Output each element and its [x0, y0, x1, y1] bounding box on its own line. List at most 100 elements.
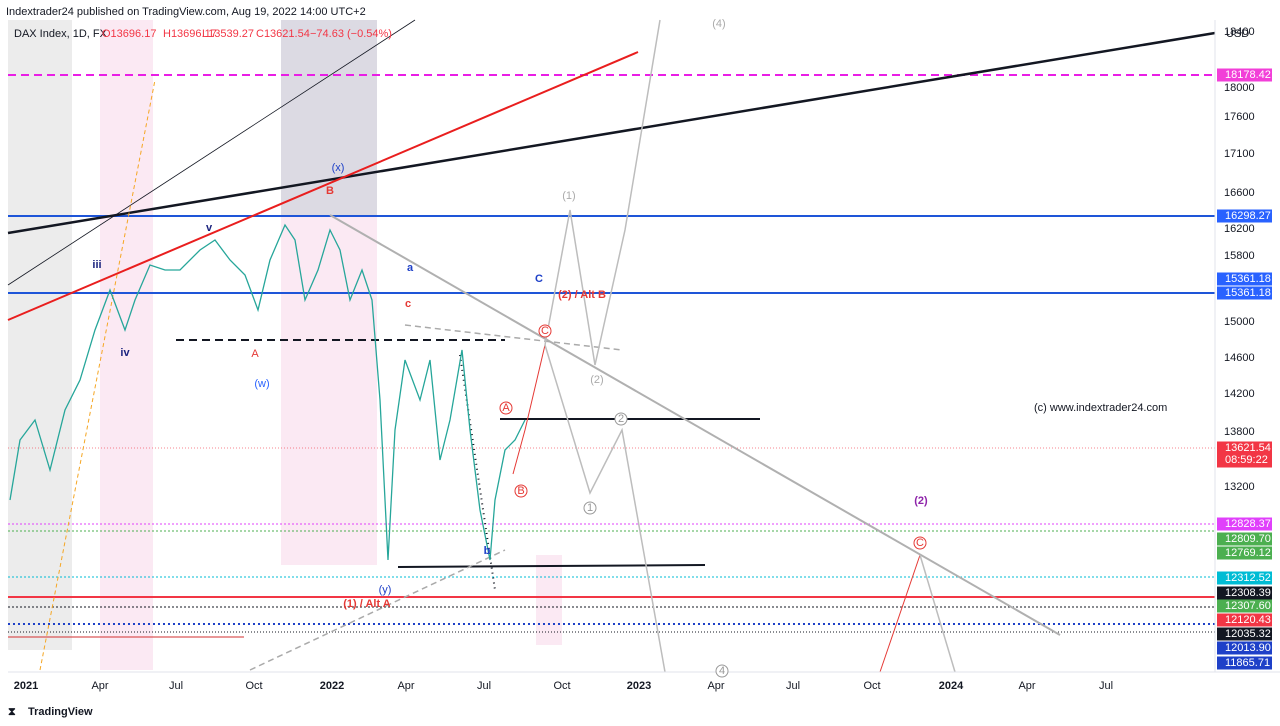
price-badge: [1217, 599, 1272, 613]
annotation: 4: [719, 665, 725, 677]
price-badge: [1217, 209, 1272, 223]
time-label: 2024: [939, 680, 964, 692]
annotation: (4): [712, 18, 725, 30]
price-badge-label: 13621.54: [1225, 442, 1271, 454]
drawing-line: [544, 19, 661, 366]
close: C13621.54: [256, 28, 310, 40]
price-label: 17600: [1224, 111, 1255, 123]
change: −74.63 (−0.54%): [310, 28, 392, 40]
price-badge: [1217, 613, 1272, 627]
high: H13696.17: [163, 28, 217, 40]
price-badge: [1217, 627, 1272, 641]
price-badge-label: 12769.12: [1225, 547, 1271, 559]
price-label: 15000: [1224, 316, 1255, 328]
drawing-line: [7, 31, 1216, 235]
price-badge-label: 16298.27: [1225, 210, 1271, 222]
time-label: Apr: [707, 680, 724, 692]
price-badge: [1217, 532, 1272, 546]
countdown: 08:59:22: [1225, 454, 1268, 466]
annotation: C: [541, 325, 549, 337]
price-label: 18000: [1224, 82, 1255, 94]
time-label: Oct: [863, 680, 880, 692]
price-badge: [1217, 441, 1272, 468]
footer: TradingView: [28, 706, 93, 718]
price-badge-label: 15361.18: [1225, 273, 1271, 285]
price-badge-label: 11865.71: [1225, 657, 1270, 669]
price-label: 13800: [1224, 426, 1255, 438]
price-badge: [1217, 571, 1272, 585]
annotation-circle: [538, 324, 552, 338]
shaded-zone: [8, 20, 72, 650]
time-label: Apr: [91, 680, 108, 692]
price-badge-label: 18178.42: [1225, 69, 1271, 81]
time-label: Jul: [1099, 680, 1113, 692]
annotation: 1: [587, 502, 593, 514]
drawing-line: [7, 19, 416, 286]
price-label: 16200: [1224, 223, 1255, 235]
annotation: (2) / Alt B: [558, 289, 606, 301]
annotation: (1) / Alt A: [343, 598, 391, 610]
annotation: (w): [254, 378, 269, 390]
logo: ⧗: [8, 706, 16, 718]
price-badge-label: 12035.32: [1225, 628, 1271, 640]
price-badge: [1217, 286, 1272, 300]
time-label: Oct: [553, 680, 570, 692]
annotation: 2: [618, 413, 624, 425]
drawing-line: [249, 549, 506, 671]
price-badge: [1217, 641, 1272, 655]
drawing-line: [919, 554, 956, 673]
annotation: C: [916, 537, 924, 549]
shaded-zone: [536, 555, 562, 645]
price-badge: [1217, 272, 1272, 286]
time-label: Jul: [477, 680, 491, 692]
annotation: (x): [332, 162, 345, 174]
drawing-line: [7, 51, 639, 321]
price-label: 15800: [1224, 250, 1255, 262]
annotation-circle: [913, 536, 927, 550]
annotation: c: [405, 298, 411, 310]
price-badge: [1217, 656, 1272, 670]
price-badge-label: 12312.52: [1225, 572, 1271, 584]
price-label: 16600: [1224, 187, 1255, 199]
drawing-line: [879, 554, 921, 673]
annotation: (2): [914, 495, 928, 507]
time-label: 2021: [14, 680, 38, 692]
annotation: a: [407, 262, 414, 274]
drawing-line: [39, 79, 156, 671]
annotation: B: [517, 485, 524, 497]
drawing-line: [397, 564, 706, 568]
annotation: iv: [120, 347, 130, 359]
time-label: 2023: [627, 680, 651, 692]
price-badge: [1217, 68, 1272, 82]
annotation-circle: [514, 484, 528, 498]
annotation: v: [206, 222, 213, 234]
price-badge-label: 12828.37: [1225, 518, 1271, 530]
price-badge: [1217, 546, 1272, 560]
time-label: Apr: [1018, 680, 1035, 692]
annotation: b: [484, 545, 491, 557]
annotation: iii: [92, 259, 101, 271]
shaded-zone: [281, 215, 377, 565]
publisher: Indextrader24 published on TradingView.c…: [6, 6, 366, 18]
annotation-circle: [583, 501, 597, 515]
annotation: A: [502, 402, 510, 414]
symbol-name: DAX Index, 1D, FX: [14, 28, 108, 40]
price-label: 17100: [1224, 148, 1255, 160]
watermark: (c) www.indextrader24.com: [1034, 402, 1167, 414]
price-badge-label: 12307.60: [1225, 600, 1271, 612]
low: L13539.27: [202, 28, 254, 40]
drawing-line: [329, 214, 1061, 636]
price-badge-label: 12013.90: [1225, 642, 1271, 654]
annotation: A: [251, 348, 259, 360]
open: O13696.17: [102, 28, 156, 40]
price-badge: [1217, 517, 1272, 531]
drawing-line: [512, 344, 546, 475]
annotation: (y): [379, 584, 392, 596]
time-label: Jul: [786, 680, 800, 692]
price-label: 13200: [1224, 481, 1255, 493]
time-label: Jul: [169, 680, 183, 692]
time-label: 2022: [320, 680, 344, 692]
price-label: 18400: [1224, 26, 1255, 38]
annotation-circle: [499, 401, 513, 415]
